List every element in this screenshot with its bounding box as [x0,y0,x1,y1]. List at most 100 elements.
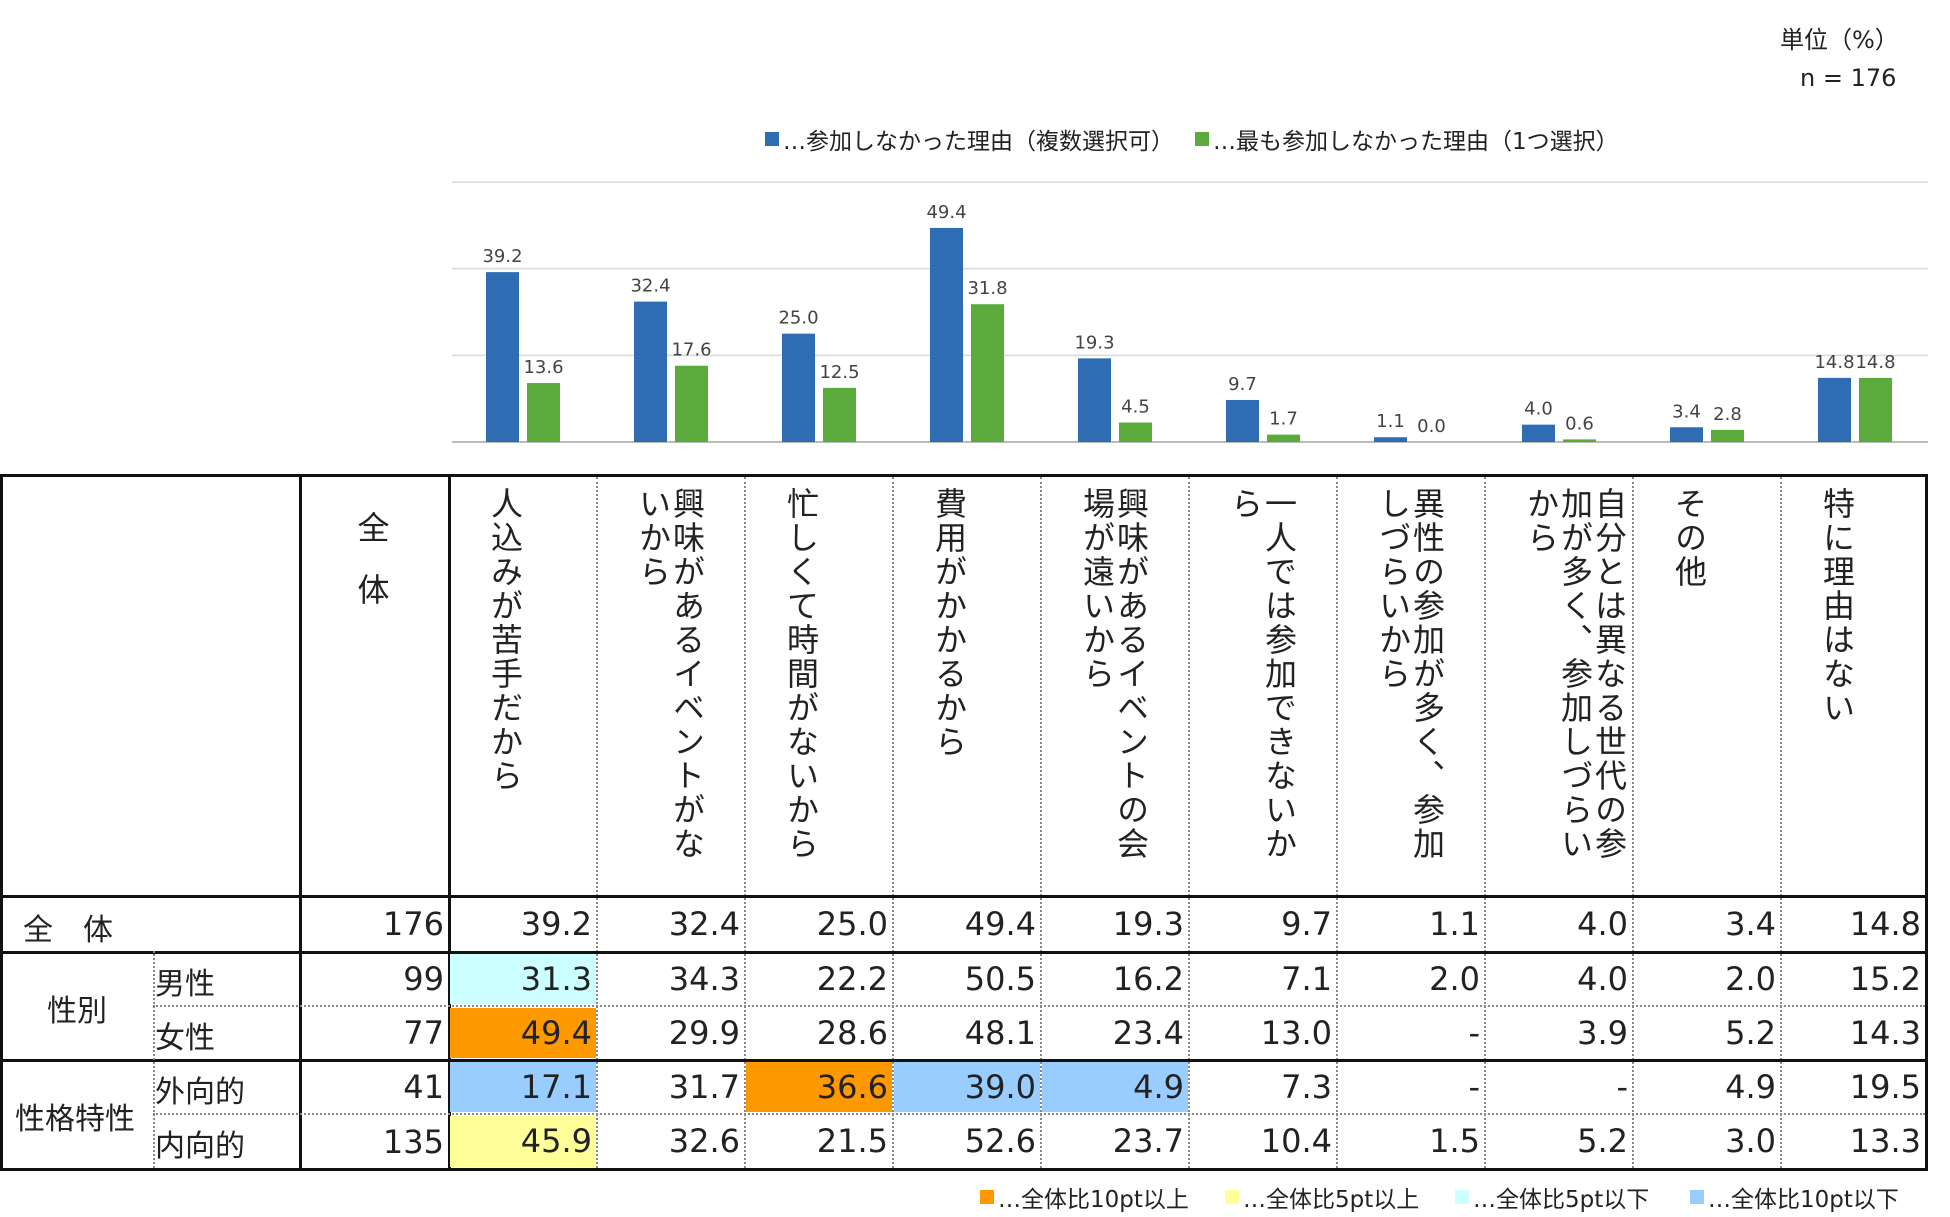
label-blue-8: 3.4 [1672,401,1701,422]
bar-green-0 [527,383,560,442]
label-green-5: 1.7 [1269,409,1298,430]
legend-yellow-swatch [1225,1190,1239,1204]
cell-1-7: 4.0 [1577,960,1628,998]
column-divider [448,477,451,1168]
cell-2-6: - [1468,1014,1480,1052]
header-4: 興味があるイベントの会場が遠いから [1078,487,1150,861]
bar-blue-8 [1670,427,1703,442]
row-label-1: 男性 [155,967,215,1002]
cell-0-7: 4.0 [1577,905,1628,943]
label-green-6: 0.0 [1417,416,1446,437]
header-3: 費用がかかるから [930,487,968,759]
header-6: 異性の参加が多く、参加しづらいから [1374,487,1446,861]
cell-1-9: 15.2 [1849,960,1921,998]
cell-4-8: 3.0 [1725,1122,1776,1160]
cell-1-1: 34.3 [668,960,740,998]
label-green-3: 31.8 [967,278,1007,299]
cell-2-7: 3.9 [1577,1014,1628,1052]
column-divider [1336,477,1338,1168]
cell-4-6: 1.5 [1429,1122,1480,1160]
label-blue-2: 25.0 [778,308,818,329]
cell-3-1: 31.7 [668,1068,740,1106]
column-divider [744,477,746,1168]
cell-0-2: 25.0 [816,905,888,943]
cell-1-4: 16.2 [1112,960,1184,998]
cell-2-8: 5.2 [1725,1014,1776,1052]
legend-lightblue-swatch [1690,1190,1704,1204]
bar-blue-6 [1374,437,1407,442]
cell-1-2: 22.2 [816,960,888,998]
bar-blue-9 [1818,377,1851,442]
cell-4-1: 32.6 [668,1122,740,1160]
row-divider [3,1059,1925,1062]
legend-blue-swatch [765,132,779,146]
header-2: 忙しくて時間がないから [782,487,820,861]
cell-0-3: 49.4 [964,905,1036,943]
sample-size-label: n = 176 [1800,64,1897,92]
row-label-4: 内向的 [155,1129,245,1164]
bar-green-3 [971,304,1004,442]
legend-yellow-label: …全体比5pt以上 [1243,1187,1420,1213]
row-group-personality: 性格特性 [15,1102,135,1137]
legend-blue-label: …参加しなかった理由（複数選択可） [783,129,1174,155]
cell-2-1: 29.9 [668,1014,740,1052]
cell-1-0: 31.3 [450,954,596,1004]
bar-blue-7 [1522,424,1555,442]
cell-2-3: 48.1 [964,1014,1036,1052]
bar-green-2 [823,387,856,442]
bar-blue-5 [1226,399,1259,442]
cell-1-5: 7.1 [1281,960,1332,998]
cell-0-5: 9.7 [1281,905,1332,943]
cell-n-2: 77 [403,1014,444,1052]
header-9: 特に理由はない [1818,487,1856,725]
label-green-8: 2.8 [1713,404,1742,425]
legend-orange-swatch [980,1190,994,1204]
cell-2-2: 28.6 [816,1014,888,1052]
label-blue-9: 14.8 [1814,352,1854,373]
cell-4-4: 23.7 [1112,1122,1184,1160]
legend-green: …最も参加しなかった理由（1つ選択） [1195,122,1619,156]
label-green-1: 17.6 [671,340,711,361]
cell-4-7: 5.2 [1577,1122,1628,1160]
label-blue-5: 9.7 [1228,374,1257,395]
label-green-7: 0.6 [1565,413,1594,434]
cell-4-3: 52.6 [964,1122,1036,1160]
label-blue-1: 32.4 [630,276,670,297]
bar-blue-1 [634,301,667,442]
label-blue-4: 19.3 [1074,332,1114,353]
legend-yellow: …全体比5pt以上 [1225,1180,1419,1214]
cell-n-3: 41 [403,1068,444,1106]
column-divider [1040,477,1042,1168]
label-green-4: 4.5 [1121,397,1150,418]
cell-3-3: 39.0 [894,1062,1040,1112]
bar-green-1 [675,365,708,442]
cell-2-0: 49.4 [450,1008,596,1058]
cell-3-6: - [1468,1068,1480,1106]
cell-0-4: 19.3 [1112,905,1184,943]
legend-lightcyan-label: …全体比5pt以下 [1473,1187,1650,1213]
bar-blue-2 [782,333,815,442]
header-7: 自分とは異なる世代の参加が多く、参加しづらいから [1522,487,1628,861]
row-label-3: 外向的 [155,1075,245,1110]
legend-green-swatch [1195,132,1209,146]
cell-0-9: 14.8 [1849,905,1921,943]
label-green-0: 13.6 [523,357,563,378]
header-8: その他 [1670,487,1708,589]
bar-green-8 [1711,429,1744,442]
header-0: 人込みが苦手だから [486,487,524,793]
column-divider [892,477,894,1168]
label-blue-3: 49.4 [926,202,966,223]
cell-3-4: 4.9 [1042,1062,1188,1112]
bar-chart: 39.2 13.6 32.4 17.6 25.0 12.5 49.4 31.8 19.3 4.5 9… [452,181,1928,443]
bar-blue-3 [930,227,963,442]
cell-4-5: 10.4 [1260,1122,1332,1160]
bar-green-4 [1119,422,1152,442]
sublabel-divider [153,951,155,1168]
cell-4-0: 45.9 [450,1116,596,1167]
bar-green-7 [1563,439,1596,442]
cell-2-5: 13.0 [1260,1014,1332,1052]
cell-3-2: 36.6 [746,1062,892,1112]
header-5: 一人では参加できないから [1226,487,1298,861]
cell-4-2: 21.5 [816,1122,888,1160]
label-blue-0: 39.2 [482,246,522,267]
